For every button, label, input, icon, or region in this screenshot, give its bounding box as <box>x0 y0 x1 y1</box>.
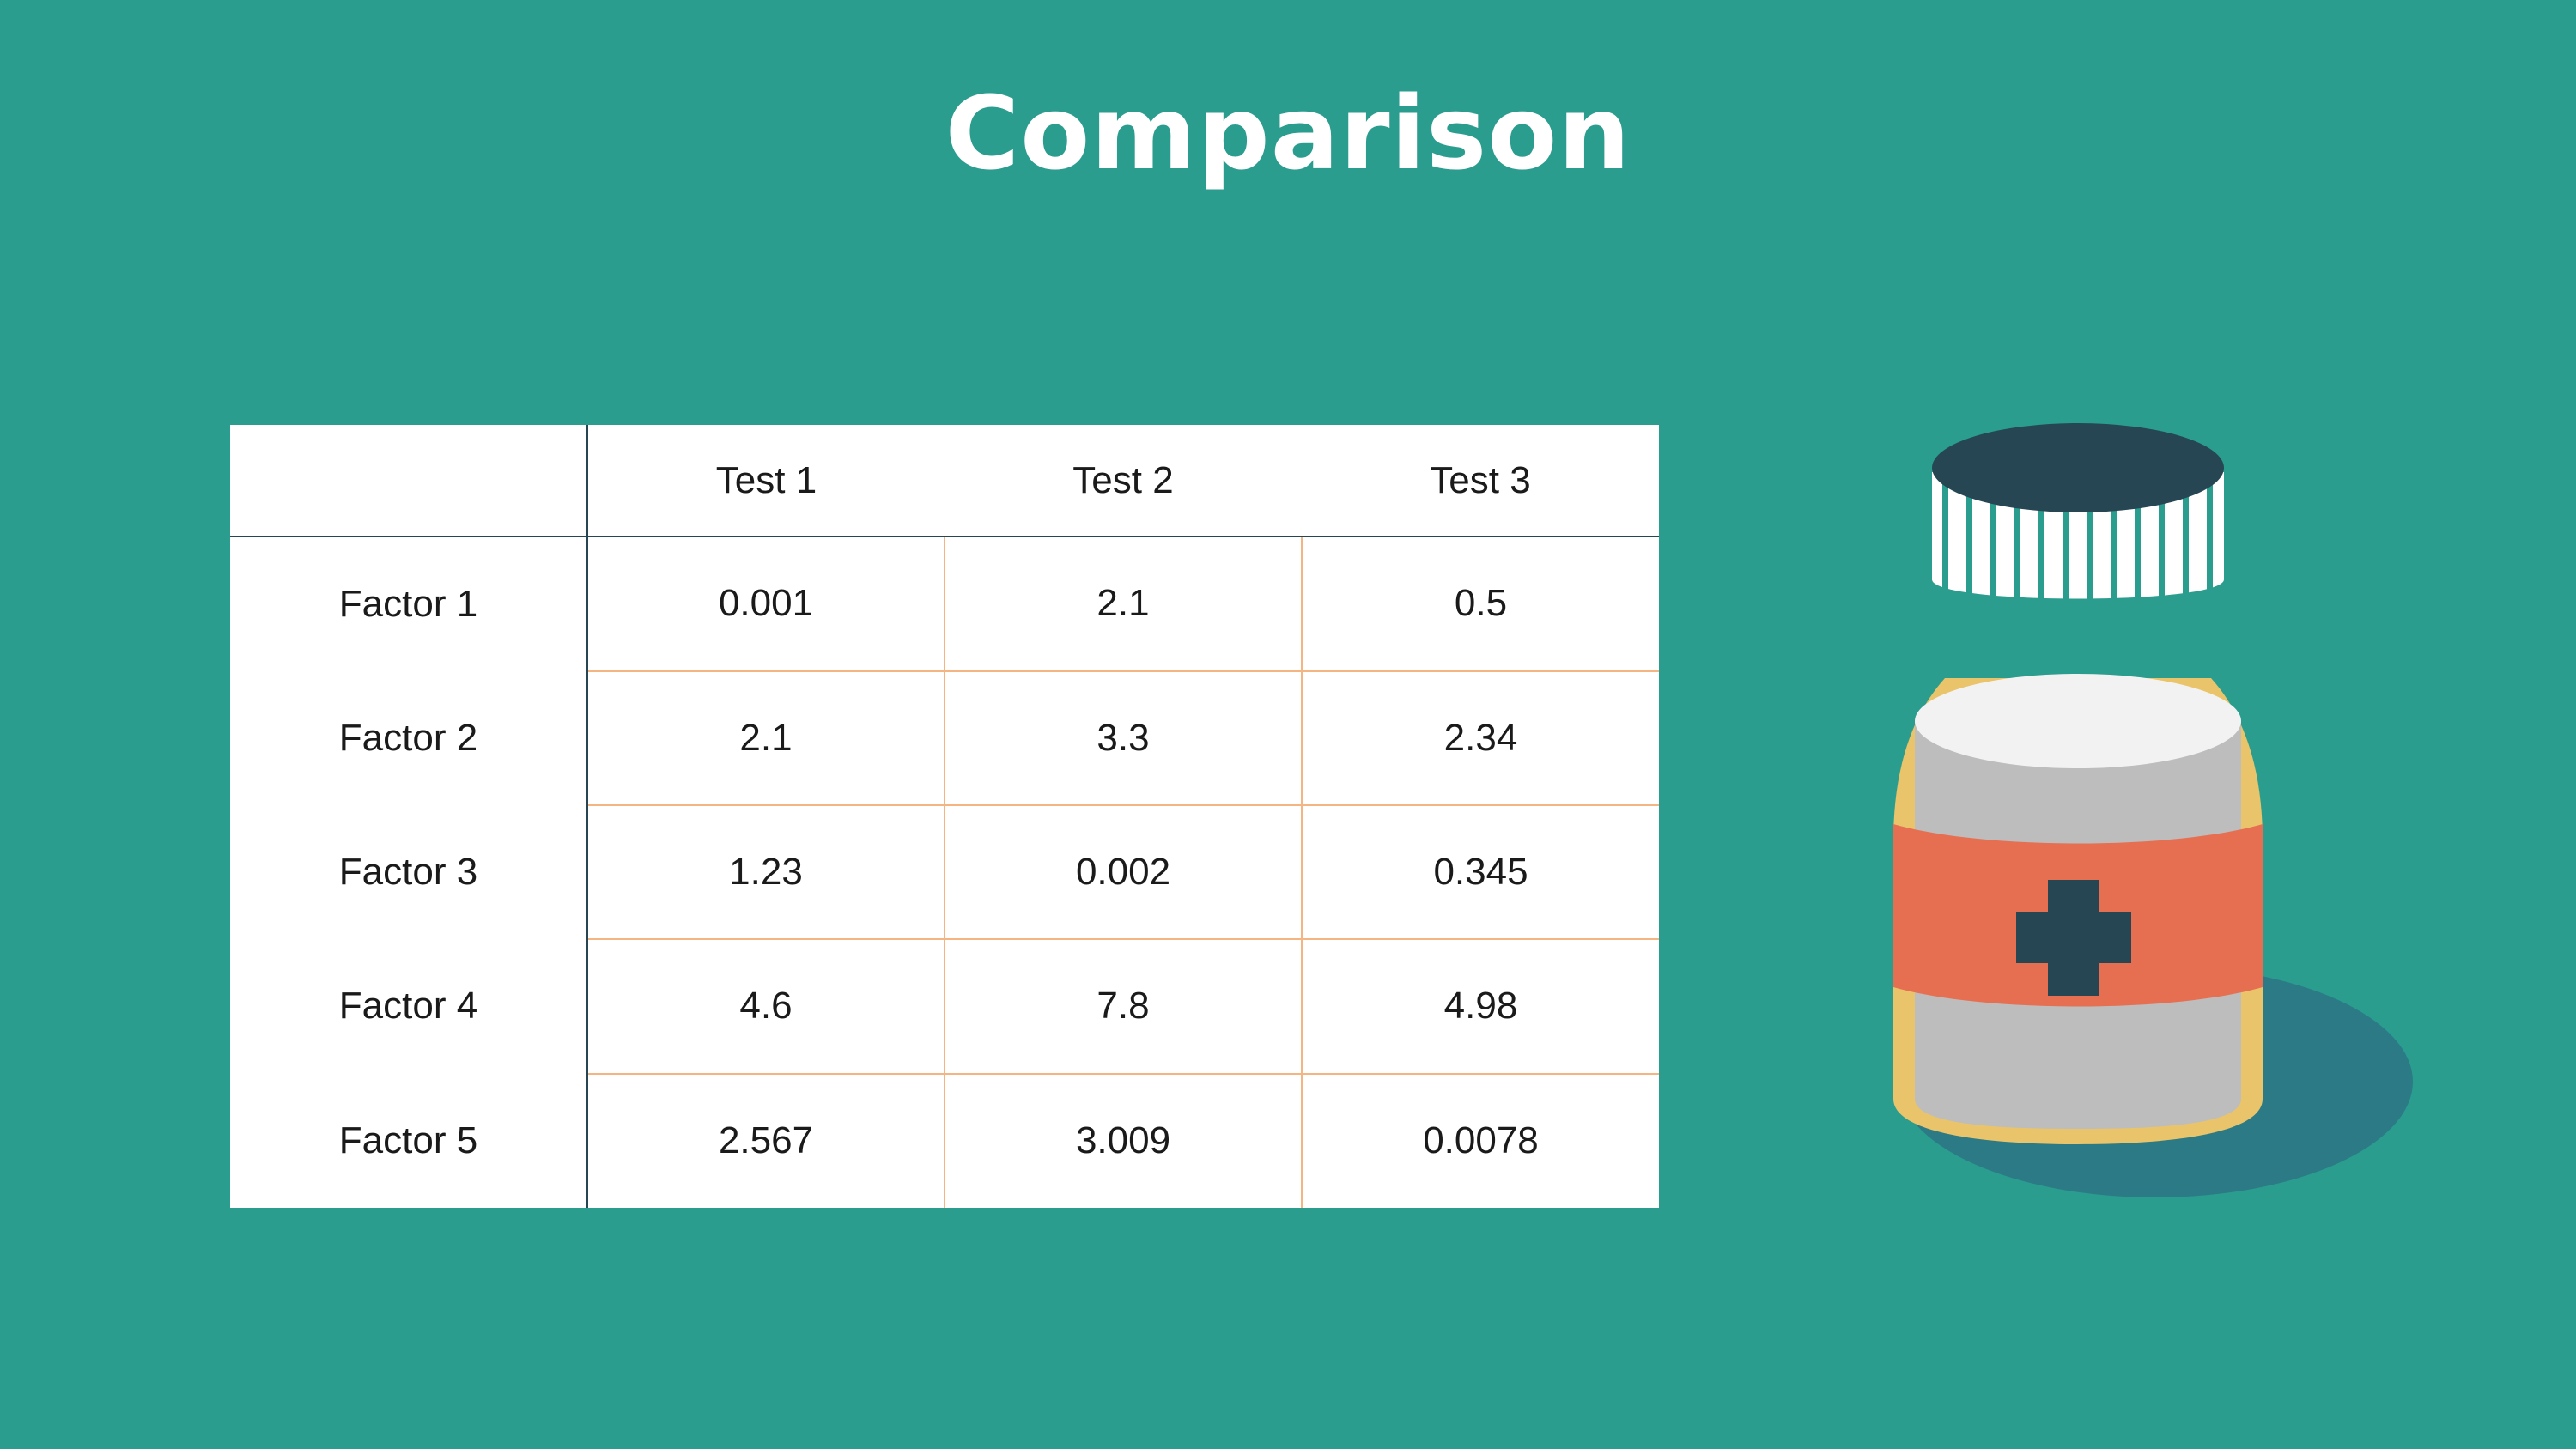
table-cell: 1.23 <box>587 804 945 941</box>
cross-icon <box>2016 880 2131 996</box>
table-row: Factor 5 2.567 3.009 0.0078 <box>230 1073 1659 1208</box>
row-label: Factor 3 <box>230 804 588 940</box>
column-header-test-1: Test 1 <box>587 425 945 538</box>
column-header-test-2: Test 2 <box>945 425 1302 538</box>
cap-stripes <box>1942 481 2213 605</box>
table-row: Factor 4 4.6 7.8 4.98 <box>230 939 1659 1075</box>
row-label: Factor 2 <box>230 670 588 805</box>
table-cell: 0.002 <box>945 804 1303 941</box>
table-cell: 3.009 <box>945 1073 1303 1208</box>
table-cell: 7.8 <box>945 939 1303 1075</box>
table-corner-cell <box>230 425 588 538</box>
column-header-test-3: Test 3 <box>1302 425 1659 538</box>
table-cell: 4.6 <box>587 939 945 1075</box>
bottle-inner-top <box>1915 674 2241 768</box>
slide-title: Comparison <box>945 74 1631 192</box>
table-cell: 2.567 <box>587 1073 945 1208</box>
table-cell: 0.001 <box>587 537 945 672</box>
table-cell: 4.98 <box>1302 939 1659 1075</box>
row-label: Factor 1 <box>230 537 588 671</box>
table-cell: 2.34 <box>1302 670 1659 806</box>
table-cell: 0.0078 <box>1423 1119 1539 1162</box>
table-header-row: Test 1 Test 2 Test 3 <box>230 425 1659 538</box>
table-cell: 0.345 <box>1302 804 1659 941</box>
table-cell: 0.5 <box>1302 537 1659 672</box>
row-label: Factor 5 <box>230 1073 588 1208</box>
table-row: Factor 1 0.001 2.1 0.5 <box>230 537 1659 672</box>
row-label: Factor 4 <box>230 939 588 1074</box>
table-cell: 2.1 <box>945 537 1303 672</box>
table-cell: 2.1 <box>587 670 945 806</box>
medicine-bottle-icon <box>1893 423 2413 1197</box>
bottle-cap <box>1932 423 2224 512</box>
table-row: Factor 2 2.1 3.3 2.34 <box>230 670 1659 806</box>
table-cell: 3.3 <box>945 670 1303 806</box>
table-row: Factor 3 1.23 0.002 0.345 <box>230 804 1659 941</box>
comparison-table: Test 1 Test 2 Test 3 Factor 1 0.001 2.1 … <box>230 425 1659 1208</box>
